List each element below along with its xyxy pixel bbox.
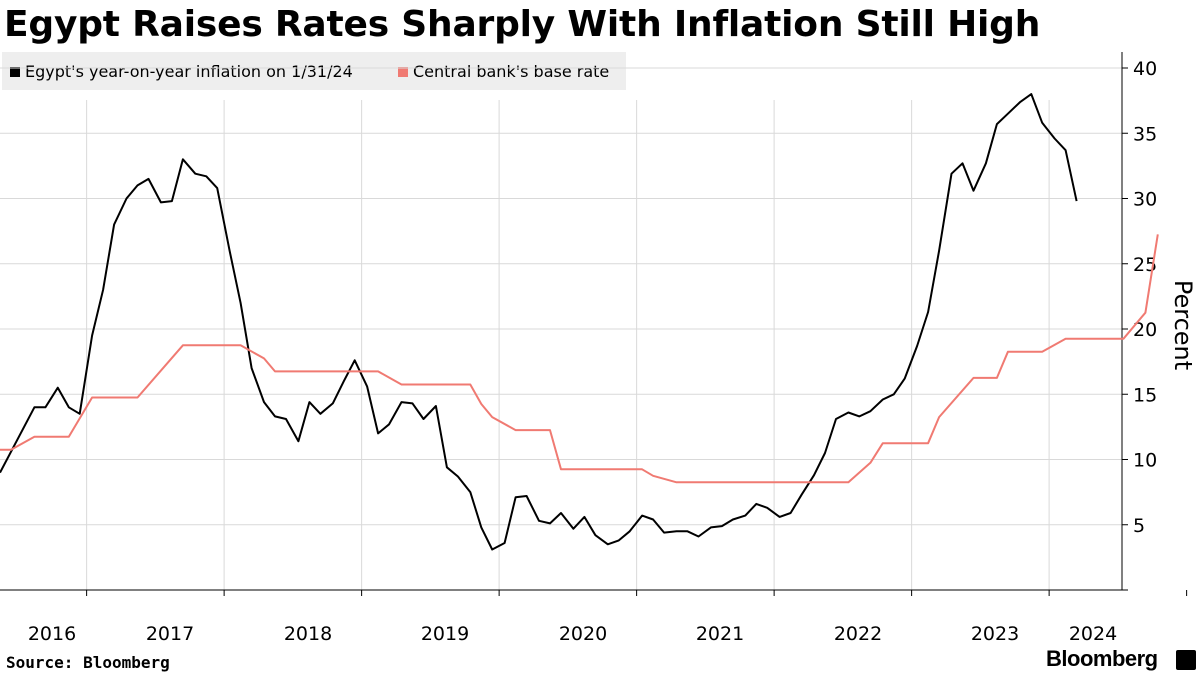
x-tick-label: 2020 [559, 623, 607, 645]
y-tick-label: 40 [1133, 58, 1157, 80]
legend-item-inflation: Egypt's year-on-year inflation on 1/31/2… [10, 62, 353, 81]
bloomberg-logo: Bloomberg [1046, 646, 1158, 671]
x-tick-label: 2021 [696, 623, 744, 645]
legend: Egypt's year-on-year inflation on 1/31/2… [2, 52, 626, 90]
x-tick-label: 2016 [28, 623, 76, 645]
chart-title: Egypt Raises Rates Sharply With Inflatio… [4, 4, 1041, 45]
source-note: Source: Bloomberg [6, 653, 170, 672]
y-tick-label: 5 [1133, 515, 1145, 537]
series-line-base-rate [0, 234, 1159, 484]
legend-item-base-rate: Central bank's base rate [398, 62, 609, 81]
y-tick-label: 35 [1133, 123, 1157, 145]
y-axis-label: Percent [1169, 280, 1197, 370]
x-tick-label: 2022 [834, 623, 882, 645]
y-tick-label: 10 [1133, 450, 1157, 472]
x-tick-label: 2023 [971, 623, 1019, 645]
legend-swatch-base-rate [398, 67, 408, 77]
y-tick-label: 15 [1133, 384, 1157, 406]
bloomberg-logo-mark [1176, 650, 1196, 670]
y-tick-label: 20 [1133, 319, 1157, 341]
x-tick-label: 2018 [284, 623, 332, 645]
legend-label-base-rate: Central bank's base rate [413, 62, 610, 81]
y-tick-label: 30 [1133, 189, 1157, 211]
legend-swatch-inflation [10, 67, 20, 77]
x-tick-label: 2024 [1069, 623, 1117, 645]
series-line-inflation [0, 93, 1078, 551]
x-tick-label: 2019 [421, 623, 469, 645]
x-tick-label: 2017 [146, 623, 194, 645]
legend-label-inflation: Egypt's year-on-year inflation on 1/31/2… [25, 62, 353, 81]
